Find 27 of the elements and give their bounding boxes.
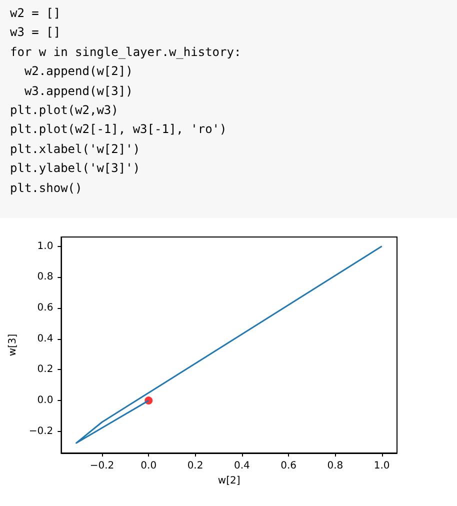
x-tick-label: 1.0 — [374, 460, 390, 472]
y-tick-label: 0.8 — [37, 272, 54, 283]
y-tick-label: 0.6 — [37, 302, 54, 314]
text: plt.ylabel('w[3]') — [10, 160, 142, 178]
text: plt.xlabel('w[2]') — [10, 140, 142, 158]
text: for w in single_layer.w_history: — [10, 44, 242, 61]
text: w3.append(w[3]) — [23, 82, 134, 100]
x-tick-label: 0.6 — [280, 460, 297, 472]
text: w2.append(w[2]) — [23, 63, 134, 80]
y-tick-label: 1.0 — [37, 240, 54, 252]
line-series — [76, 246, 383, 444]
y-tick-label: −0.2 — [28, 426, 54, 437]
x-tick-label: 0.8 — [327, 460, 344, 472]
text: plt.plot(w2,w3) — [10, 102, 120, 120]
x-tick-label: 0.0 — [140, 460, 157, 472]
text: plt.show() — [10, 180, 84, 197]
text: w3 = [] — [10, 24, 62, 42]
x-axis-title: w[2] — [218, 475, 240, 486]
y-tick-label: 0.2 — [37, 364, 54, 376]
x-tick-label: 0.2 — [187, 460, 204, 472]
x-tick-label: −0.2 — [90, 460, 114, 472]
x-tick-label: 0.4 — [234, 460, 250, 472]
text: w2 = [] — [10, 5, 62, 22]
y-tick-label: 0.0 — [37, 395, 54, 406]
y-tick-label: 0.4 — [37, 333, 54, 344]
y-axis-title: w[3] — [8, 334, 18, 356]
text: plt.plot(w2[-1], w3[-1], 'ro') — [10, 121, 228, 138]
